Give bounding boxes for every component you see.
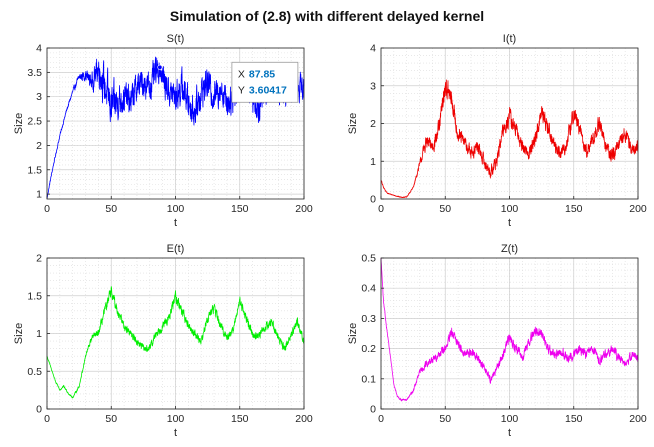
datatip-marker[interactable] xyxy=(157,64,163,70)
datatip-box xyxy=(231,61,299,103)
x-tick-label: 200 xyxy=(629,203,647,215)
y-tick-label: 2 xyxy=(36,253,42,265)
x-tick-label: 50 xyxy=(439,203,451,215)
x-tick-label: 150 xyxy=(231,203,249,215)
x-axis-label-z: t xyxy=(508,427,511,439)
y-axis-label-z: Size xyxy=(347,323,359,344)
series-line-i xyxy=(380,79,639,199)
x-axis-label-i: t xyxy=(508,217,511,229)
y-tick-label: 0.1 xyxy=(361,373,376,385)
subplot-title-e: E(t) xyxy=(167,243,185,255)
datatip-x-value: 87.85 xyxy=(249,68,275,80)
series-line-z xyxy=(380,257,639,402)
x-tick-label: 200 xyxy=(629,413,647,425)
y-tick-label: 0.3 xyxy=(361,313,376,325)
datatip[interactable]: X 87.85 Y 3.60417 xyxy=(157,61,299,103)
x-tick-label: 150 xyxy=(565,413,583,425)
y-tick-label: 0 xyxy=(370,194,376,206)
x-tick-label: 100 xyxy=(501,413,519,425)
x-tick-label: 150 xyxy=(565,203,583,215)
subplot-s: 0 50 100 150 200 1 1.5 2 2.5 3 3.5 4 S(t) Size t X 87.85… xyxy=(13,33,313,229)
y-tick-label: 2.5 xyxy=(27,116,42,128)
y-tick-label: 4 xyxy=(36,43,42,55)
y-tick-label: 0 xyxy=(36,404,42,416)
y-tick-label: 0.5 xyxy=(361,253,376,265)
x-tick-label: 0 xyxy=(44,203,50,215)
x-axis-label-e: t xyxy=(174,427,177,439)
y-tick-label: 3 xyxy=(36,91,42,103)
subplot-title-z: Z(t) xyxy=(501,243,518,255)
x-tick-label: 0 xyxy=(378,203,384,215)
y-tick-label: 0.2 xyxy=(361,343,376,355)
subplot-title-s: S(t) xyxy=(167,33,185,45)
y-tick-label: 3 xyxy=(370,80,376,92)
y-tick-label: 1 xyxy=(36,328,42,340)
subplot-title-i: I(t) xyxy=(503,33,516,45)
x-tick-label: 0 xyxy=(378,413,384,425)
series-line-e xyxy=(46,286,305,399)
y-tick-label: 2 xyxy=(370,118,376,130)
y-tick-label: 4 xyxy=(370,43,376,55)
x-tick-label: 100 xyxy=(167,203,185,215)
y-tick-label: 1.5 xyxy=(27,164,42,176)
y-tick-label: 1 xyxy=(370,156,376,168)
y-tick-label: 0.4 xyxy=(361,283,376,295)
datatip-x-label: X xyxy=(238,68,245,80)
y-tick-label: 2 xyxy=(36,140,42,152)
x-axis-label-s: t xyxy=(174,217,177,229)
y-tick-label: 1.5 xyxy=(27,290,42,302)
figure-title: Simulation of (2.8) with different delay… xyxy=(169,8,485,24)
x-tick-label: 0 xyxy=(44,413,50,425)
x-tick-label: 200 xyxy=(295,203,313,215)
x-tick-label: 100 xyxy=(167,413,185,425)
y-tick-label: 0.5 xyxy=(27,366,42,378)
x-tick-label: 50 xyxy=(105,413,117,425)
x-tick-label: 150 xyxy=(231,413,249,425)
subplot-z: 0 50 100 150 200 0 0.1 0.2 0.3 0.4 0.5 Z(t) Size t xyxy=(347,243,647,439)
y-tick-label: 1 xyxy=(36,189,42,201)
x-tick-label: 50 xyxy=(439,413,451,425)
subplot-e: 0 50 100 150 200 0 0.5 1 1.5 2 E(t) Size t xyxy=(13,243,313,439)
y-axis-label-e: Size xyxy=(13,323,25,344)
y-tick-label: 3.5 xyxy=(27,67,42,79)
datatip-y-value: 3.60417 xyxy=(249,84,287,96)
x-tick-label: 50 xyxy=(105,203,117,215)
y-tick-label: 0 xyxy=(370,404,376,416)
x-tick-label: 200 xyxy=(295,413,313,425)
x-tick-label: 100 xyxy=(501,203,519,215)
datatip-y-label: Y xyxy=(238,84,245,96)
y-axis-label-s: Size xyxy=(13,113,25,134)
y-axis-label-i: Size xyxy=(347,113,359,134)
subplot-i: 0 50 100 150 200 0 1 2 3 4 I(t) Size t xyxy=(347,33,647,229)
